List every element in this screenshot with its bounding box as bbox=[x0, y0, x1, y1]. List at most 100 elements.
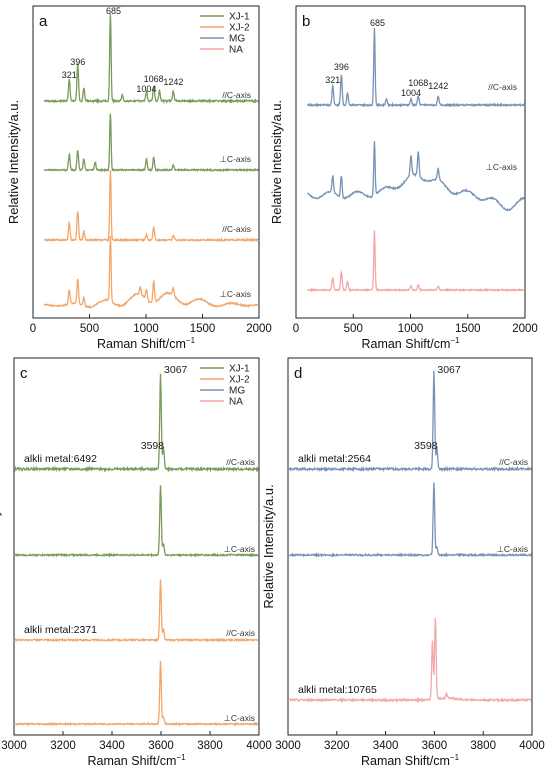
alkali-metal-annotation: alkli metal:2371 bbox=[24, 624, 97, 636]
orientation-label: ⊥C-axis bbox=[497, 544, 529, 554]
alkali-metal-annotation: alkli metal:2564 bbox=[298, 453, 371, 465]
peak-label: 396 bbox=[70, 57, 85, 67]
peak-label: 1242 bbox=[163, 77, 183, 87]
x-axis-label-unit-sup: −1 bbox=[450, 753, 460, 762]
x-axis-label-main: Raman Shift/cm bbox=[361, 337, 450, 351]
legend-label: XJ-1 bbox=[229, 12, 250, 23]
peak-label: 1004 bbox=[136, 84, 156, 94]
series-line-na bbox=[287, 617, 533, 704]
x-tick-label: 1500 bbox=[190, 323, 216, 335]
panel-label: c bbox=[20, 365, 28, 382]
orientation-label: //C-axis bbox=[222, 90, 251, 100]
x-axis-label: Raman Shift/cm−1 bbox=[97, 336, 196, 351]
orientation-label: ⊥C-axis bbox=[224, 713, 256, 723]
series-line-xj-2 bbox=[44, 170, 260, 243]
panel-label: b bbox=[302, 13, 310, 30]
x-axis-label-main: Raman Shift/cm bbox=[97, 337, 186, 351]
x-tick-label: 1000 bbox=[398, 323, 424, 335]
peak-label: 3598 bbox=[141, 440, 165, 452]
legend-label: MG bbox=[229, 34, 245, 45]
series-line-xj-1 bbox=[43, 13, 260, 105]
orientation-label: ⊥C-axis bbox=[220, 154, 252, 164]
x-axis-label-unit-sup: −1 bbox=[450, 336, 460, 345]
peak-label: 321 bbox=[325, 75, 340, 85]
series-line-xj-2 bbox=[13, 579, 260, 643]
y-axis-label: Relative Intensity/a.u. bbox=[269, 100, 284, 224]
alkali-metal-annotation: alkli metal:10765 bbox=[298, 684, 377, 696]
orientation-label: ⊥C-axis bbox=[224, 544, 256, 554]
series-line-mg bbox=[307, 141, 525, 212]
x-tick-label: 2000 bbox=[512, 323, 538, 335]
peak-label: 321 bbox=[62, 70, 77, 80]
x-tick-label: 3200 bbox=[50, 740, 76, 752]
series-line-xj-2 bbox=[13, 660, 259, 727]
legend-label: XJ-2 bbox=[229, 23, 250, 34]
legend-label: MG bbox=[229, 386, 245, 397]
peak-label: 1068 bbox=[144, 74, 164, 84]
x-tick-label: 0 bbox=[30, 323, 36, 335]
legend-label: XJ-1 bbox=[229, 364, 250, 375]
x-tick-label: 3800 bbox=[470, 740, 496, 752]
x-axis-label: Raman Shift/cm−1 bbox=[361, 336, 460, 351]
peak-label: 3598 bbox=[414, 440, 438, 452]
alkali-metal-annotation: alkli metal:6492 bbox=[24, 453, 97, 465]
x-tick-label: 3800 bbox=[197, 740, 223, 752]
panel-a: a 0 500 1000 1500 2000 Raman Shift/cm−1 Relativ… bbox=[6, 5, 272, 351]
x-axis-label-main: Raman Shift/cm bbox=[361, 754, 450, 768]
peak-label: 3067 bbox=[164, 364, 188, 376]
panel-d: d 3000 3200 3400 3600 3800 4000 Raman Shift/cm−… bbox=[261, 357, 545, 768]
x-tick-label: 3200 bbox=[324, 740, 350, 752]
peak-label: 396 bbox=[334, 62, 349, 72]
orientation-label: //C-axis bbox=[226, 628, 255, 638]
y-axis-label: Relative Intensity/a.u. bbox=[261, 484, 276, 608]
series-line-na bbox=[306, 230, 526, 293]
plot-frame bbox=[287, 357, 533, 736]
orientation-label: //C-axis bbox=[226, 457, 255, 467]
peak-label: 1068 bbox=[408, 78, 428, 88]
series-line-xj-1 bbox=[13, 485, 260, 558]
series-line-mg bbox=[287, 370, 532, 473]
series-line-xj-1 bbox=[13, 373, 259, 473]
orientation-label: ⊥C-axis bbox=[486, 162, 518, 172]
legend-label: NA bbox=[229, 397, 243, 408]
y-axis-label: Relative Intensity/a.u. bbox=[0, 484, 2, 608]
peak-label: 685 bbox=[106, 6, 121, 16]
orientation-label: ⊥C-axis bbox=[220, 289, 252, 299]
peak-label: 1242 bbox=[428, 81, 448, 91]
peak-label: 3067 bbox=[437, 364, 461, 376]
y-axis-label: Relative Intensity/a.u. bbox=[6, 100, 21, 224]
x-tick-label: 1000 bbox=[133, 323, 159, 335]
x-tick-label: 2000 bbox=[246, 323, 272, 335]
x-axis-label-unit-sup: −1 bbox=[186, 336, 196, 345]
panel-c: c 3000 3200 3400 3600 3800 4000 Raman Shift/cm−… bbox=[0, 357, 272, 768]
legend-label: NA bbox=[229, 45, 243, 56]
orientation-label: //C-axis bbox=[222, 224, 251, 234]
x-tick-label: 3000 bbox=[1, 740, 27, 752]
x-tick-label: 3600 bbox=[422, 740, 448, 752]
series-line-xj-1 bbox=[43, 113, 259, 173]
peak-label: 1004 bbox=[401, 88, 421, 98]
series-line-mg bbox=[306, 27, 526, 109]
panel-b: b 0 500 1000 1500 2000 Raman Shift/cm−1 Relativ… bbox=[269, 5, 538, 351]
x-tick-label: 0 bbox=[293, 323, 299, 335]
plot-frame bbox=[13, 357, 260, 736]
x-tick-label: 3400 bbox=[373, 740, 399, 752]
legend-label: XJ-2 bbox=[229, 375, 250, 386]
series-line-mg bbox=[287, 482, 533, 559]
series-line-xj-2 bbox=[43, 235, 260, 309]
x-axis-label: Raman Shift/cm−1 bbox=[361, 753, 460, 768]
x-axis-label: Raman Shift/cm−1 bbox=[87, 753, 186, 768]
x-tick-label: 3400 bbox=[99, 740, 125, 752]
panel-label: a bbox=[39, 13, 48, 30]
x-tick-label: 3000 bbox=[275, 740, 301, 752]
peak-label: 685 bbox=[370, 18, 385, 28]
x-tick-label: 4000 bbox=[246, 740, 272, 752]
x-axis-label-unit-sup: −1 bbox=[176, 753, 186, 762]
x-tick-label: 3600 bbox=[148, 740, 174, 752]
x-tick-label: 500 bbox=[344, 323, 363, 335]
x-tick-label: 500 bbox=[80, 323, 99, 335]
x-tick-label: 4000 bbox=[519, 740, 545, 752]
